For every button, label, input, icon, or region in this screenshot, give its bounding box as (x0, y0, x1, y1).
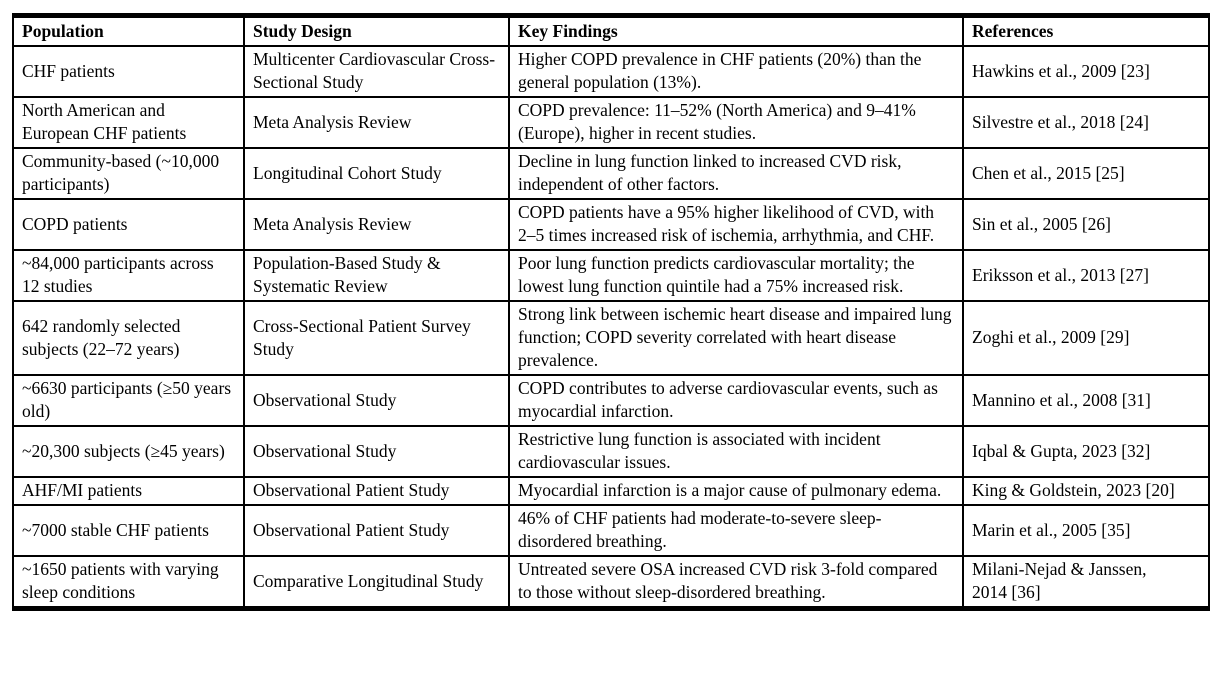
cell-study-design: Comparative Longitudinal Study (243, 555, 510, 610)
cell-study-design: Observational Patient Study (243, 504, 510, 557)
cell-key-findings: Higher COPD prevalence in CHF patients (… (508, 45, 964, 98)
cell-study-design: Population-Based Study & Systematic Revi… (243, 249, 510, 302)
cell-references: Zoghi et al., 2009 [29] (962, 300, 1210, 376)
table-row: ~84,000 participants across 12 studies P… (12, 249, 1210, 302)
cell-population: ~1650 patients with varying sleep condit… (12, 555, 245, 610)
cell-references: Eriksson et al., 2013 [27] (962, 249, 1210, 302)
cell-key-findings: 46% of CHF patients had moderate-to-seve… (508, 504, 964, 557)
cell-references: King & Goldstein, 2023 [20] (962, 476, 1210, 506)
cell-references: Silvestre et al., 2018 [24] (962, 96, 1210, 149)
cell-key-findings: Poor lung function predicts cardiovascul… (508, 249, 964, 302)
cell-population: ~6630 participants (≥50 years old) (12, 374, 245, 427)
cell-study-design: Meta Analysis Review (243, 96, 510, 149)
cell-key-findings: COPD patients have a 95% higher likeliho… (508, 198, 964, 251)
table-row: ~20,300 subjects (≥45 years) Observation… (12, 425, 1210, 478)
cell-key-findings: Untreated severe OSA increased CVD risk … (508, 555, 964, 610)
cell-references: Sin et al., 2005 [26] (962, 198, 1210, 251)
cell-key-findings: COPD prevalence: 11–52% (North America) … (508, 96, 964, 149)
cell-study-design: Cross-Sectional Patient Survey Study (243, 300, 510, 376)
table-row: Community-based (~10,000 participants) L… (12, 147, 1210, 200)
column-header-population: Population (12, 14, 245, 47)
cell-key-findings: Restrictive lung function is associated … (508, 425, 964, 478)
cell-references: Iqbal & Gupta, 2023 [32] (962, 425, 1210, 478)
column-header-study-design: Study Design (243, 14, 510, 47)
cell-references: Mannino et al., 2008 [31] (962, 374, 1210, 427)
header-row: Population Study Design Key Findings Ref… (12, 14, 1210, 47)
cell-key-findings: Decline in lung function linked to incre… (508, 147, 964, 200)
cell-study-design: Meta Analysis Review (243, 198, 510, 251)
cell-population: North American and European CHF patients (12, 96, 245, 149)
cell-key-findings: Myocardial infarction is a major cause o… (508, 476, 964, 506)
cell-population: ~84,000 participants across 12 studies (12, 249, 245, 302)
table-row: ~7000 stable CHF patients Observational … (12, 504, 1210, 557)
cell-study-design: Longitudinal Cohort Study (243, 147, 510, 200)
cell-key-findings: COPD contributes to adverse cardiovascul… (508, 374, 964, 427)
table-row: CHF patients Multicenter Cardiovascular … (12, 45, 1210, 98)
table-row: ~6630 participants (≥50 years old) Obser… (12, 374, 1210, 427)
table-row: AHF/MI patients Observational Patient St… (12, 476, 1210, 506)
cell-study-design: Observational Study (243, 425, 510, 478)
cell-population: 642 randomly selected subjects (22–72 ye… (12, 300, 245, 376)
cell-study-design: Observational Patient Study (243, 476, 510, 506)
cell-population: Community-based (~10,000 participants) (12, 147, 245, 200)
table-row: COPD patients Meta Analysis Review COPD … (12, 198, 1210, 251)
table-row: 642 randomly selected subjects (22–72 ye… (12, 300, 1210, 376)
cell-population: ~7000 stable CHF patients (12, 504, 245, 557)
study-evidence-table: Population Study Design Key Findings Ref… (12, 13, 1210, 611)
cell-references: Hawkins et al., 2009 [23] (962, 45, 1210, 98)
cell-study-design: Observational Study (243, 374, 510, 427)
column-header-key-findings: Key Findings (508, 14, 964, 47)
cell-references: Chen et al., 2015 [25] (962, 147, 1210, 200)
cell-references: Milani-Nejad & Janssen, 2014 [36] (962, 555, 1210, 610)
column-header-references: References (962, 14, 1210, 47)
cell-population: AHF/MI patients (12, 476, 245, 506)
cell-population: CHF patients (12, 45, 245, 98)
cell-key-findings: Strong link between ischemic heart disea… (508, 300, 964, 376)
cell-study-design: Multicenter Cardiovascular Cross-Section… (243, 45, 510, 98)
table-row: ~1650 patients with varying sleep condit… (12, 555, 1210, 610)
cell-population: ~20,300 subjects (≥45 years) (12, 425, 245, 478)
cell-references: Marin et al., 2005 [35] (962, 504, 1210, 557)
cell-population: COPD patients (12, 198, 245, 251)
table-row: North American and European CHF patients… (12, 96, 1210, 149)
